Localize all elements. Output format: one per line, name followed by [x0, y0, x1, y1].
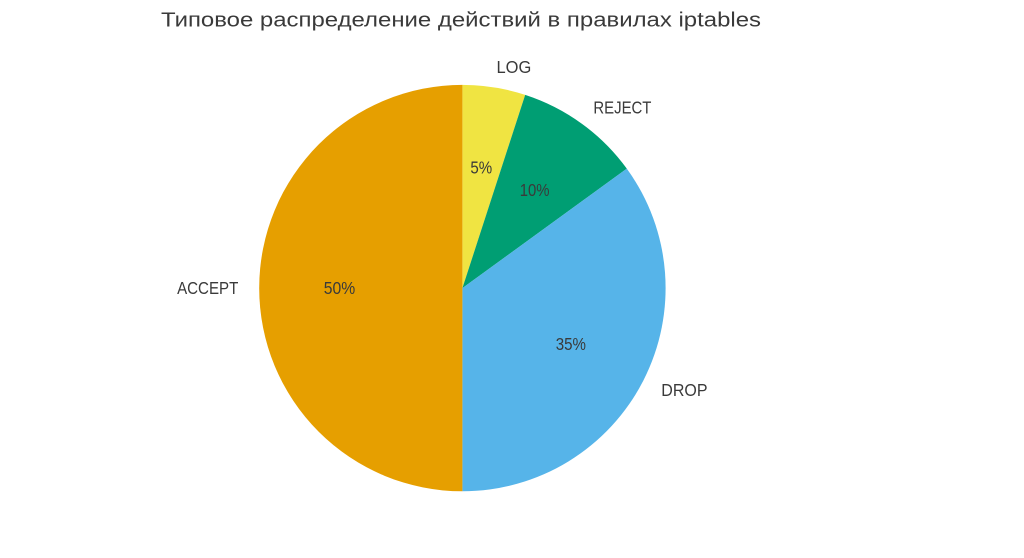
svg-text:Типовое распределение действий: Типовое распределение действий в правила…	[161, 8, 761, 31]
svg-text:LOG: LOG	[497, 57, 532, 77]
svg-text:ACCEPT: ACCEPT	[177, 278, 238, 298]
svg-text:50%: 50%	[324, 278, 356, 298]
svg-text:10%: 10%	[520, 180, 550, 200]
svg-text:5%: 5%	[470, 158, 492, 178]
svg-text:DROP: DROP	[661, 380, 707, 400]
svg-text:35%: 35%	[556, 334, 586, 354]
svg-text:REJECT: REJECT	[593, 98, 651, 118]
